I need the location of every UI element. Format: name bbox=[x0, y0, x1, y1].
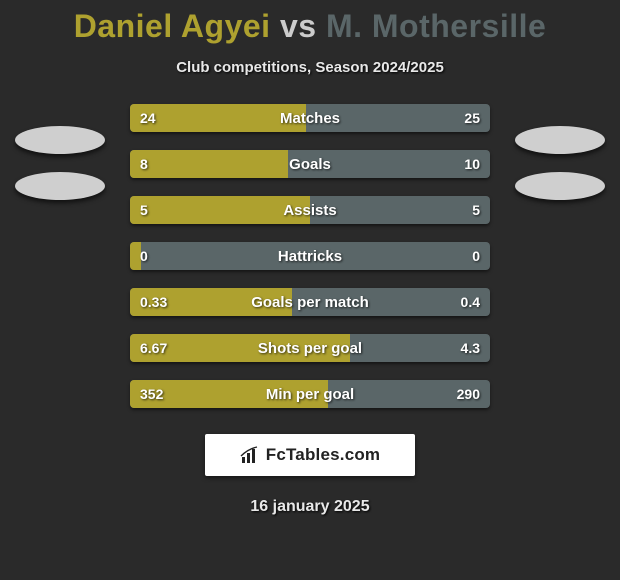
stat-label: Hattricks bbox=[130, 242, 490, 270]
stat-label: Goals per match bbox=[130, 288, 490, 316]
player2-badge-1 bbox=[515, 126, 605, 154]
comparison-title: Daniel Agyei vs M. Mothersille bbox=[0, 0, 620, 45]
player2-badge-2 bbox=[515, 172, 605, 200]
stat-right-value: 5 bbox=[472, 196, 480, 224]
subtitle: Club competitions, Season 2024/2025 bbox=[0, 59, 620, 76]
stat-right-value: 10 bbox=[464, 150, 480, 178]
stat-label: Shots per goal bbox=[130, 334, 490, 362]
player1-badge-2 bbox=[15, 172, 105, 200]
stat-row-hattricks: 0 Hattricks 0 bbox=[130, 242, 490, 270]
stat-row-matches: 24 Matches 25 bbox=[130, 104, 490, 132]
stat-right-value: 4.3 bbox=[461, 334, 480, 362]
vs-label: vs bbox=[280, 8, 317, 44]
stat-label: Goals bbox=[130, 150, 490, 178]
player1-name: Daniel Agyei bbox=[74, 8, 271, 44]
watermark-text: FcTables.com bbox=[266, 445, 381, 465]
fctables-watermark: FcTables.com bbox=[205, 434, 415, 476]
stat-right-value: 0 bbox=[472, 242, 480, 270]
stat-row-shots-per-goal: 6.67 Shots per goal 4.3 bbox=[130, 334, 490, 362]
stat-right-value: 290 bbox=[457, 380, 480, 408]
stat-row-assists: 5 Assists 5 bbox=[130, 196, 490, 224]
bar-chart-icon bbox=[240, 445, 260, 465]
date-label: 16 january 2025 bbox=[0, 498, 620, 516]
stat-label: Min per goal bbox=[130, 380, 490, 408]
stat-right-value: 0.4 bbox=[461, 288, 480, 316]
player2-name: M. Mothersille bbox=[326, 8, 546, 44]
player1-badge-1 bbox=[15, 126, 105, 154]
stat-row-goals: 8 Goals 10 bbox=[130, 150, 490, 178]
stat-row-min-per-goal: 352 Min per goal 290 bbox=[130, 380, 490, 408]
stat-row-goals-per-match: 0.33 Goals per match 0.4 bbox=[130, 288, 490, 316]
stat-right-value: 25 bbox=[464, 104, 480, 132]
stat-label: Matches bbox=[130, 104, 490, 132]
stat-label: Assists bbox=[130, 196, 490, 224]
